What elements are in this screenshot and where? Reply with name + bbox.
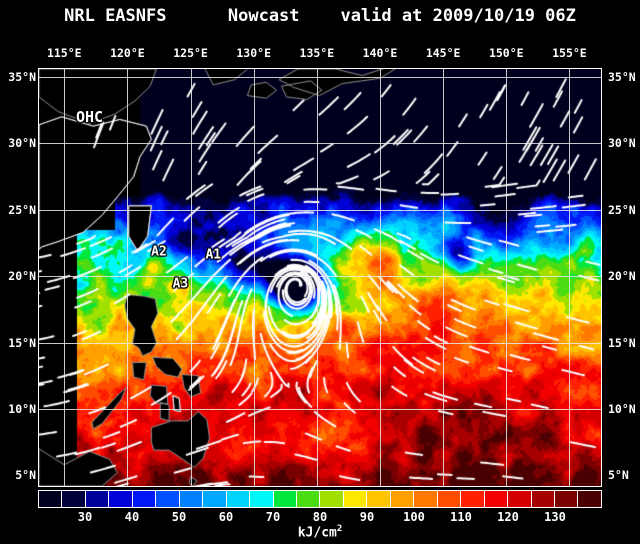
lat-tick-left-15: 15°N bbox=[8, 335, 36, 350]
lon-tick-135: 135°E bbox=[299, 46, 335, 60]
colorbar-tick-80: 80 bbox=[312, 510, 328, 524]
lat-tick-left-10: 10°N bbox=[8, 401, 36, 416]
lat-tick-left-25: 25°N bbox=[8, 202, 36, 217]
colorbar-cell-7[interactable] bbox=[203, 491, 227, 507]
lat-tick-right-20: 20°N bbox=[608, 269, 636, 284]
map-plot-area[interactable]: OHC A1 A2 A3 bbox=[38, 68, 602, 487]
colorbar[interactable] bbox=[38, 490, 602, 508]
lon-tick-155: 155°E bbox=[552, 46, 587, 60]
gridline-lon-155 bbox=[569, 69, 570, 486]
colorbar-tick-90: 90 bbox=[359, 510, 375, 524]
lon-tick-145: 145°E bbox=[425, 46, 461, 60]
colorbar-cell-13[interactable] bbox=[343, 491, 368, 507]
lat-tick-right-30: 30°N bbox=[608, 136, 636, 151]
lat-tick-right-5: 5°N bbox=[608, 468, 629, 483]
gridline-lon-140 bbox=[380, 69, 381, 486]
colorbar-cell-2[interactable] bbox=[85, 491, 110, 507]
gridline-lat-20 bbox=[39, 276, 601, 277]
gridline-lat-15 bbox=[39, 343, 601, 344]
page-title: NRL EASNFS Nowcast valid at 2009/10/19 0… bbox=[64, 6, 576, 26]
colorbar-cell-18[interactable] bbox=[461, 491, 485, 507]
lat-tick-right-25: 25°N bbox=[608, 202, 636, 217]
colorbar-tick-130: 130 bbox=[544, 510, 566, 524]
colorbar-tick-40: 40 bbox=[124, 510, 140, 524]
lon-tick-130: 130°E bbox=[236, 46, 271, 60]
gridline-lon-115 bbox=[64, 69, 65, 486]
colorbar-cell-1[interactable] bbox=[62, 491, 86, 507]
lat-tick-left-35: 35°N bbox=[8, 69, 36, 84]
ocean-heat-content-field bbox=[39, 69, 601, 486]
colorbar-tick-110: 110 bbox=[450, 510, 472, 524]
colorbar-cell-0[interactable] bbox=[39, 491, 63, 507]
lon-tick-120: 120°E bbox=[110, 46, 145, 60]
colorbar-cell-15[interactable] bbox=[390, 491, 415, 507]
gridline-lon-135 bbox=[317, 69, 318, 486]
colorbar-cell-21[interactable] bbox=[531, 491, 555, 507]
colorbar-cell-23[interactable] bbox=[578, 491, 601, 507]
gridline-lat-30 bbox=[39, 143, 601, 144]
lat-tick-right-15: 15°N bbox=[608, 335, 636, 350]
colorbar-cell-20[interactable] bbox=[508, 491, 532, 507]
lat-tick-right-35: 35°N bbox=[608, 69, 636, 84]
colorbar-tick-60: 60 bbox=[218, 510, 234, 524]
lat-tick-left-5: 5°N bbox=[15, 468, 36, 483]
colorbar-tick-100: 100 bbox=[403, 510, 425, 524]
lon-tick-150: 150°E bbox=[488, 46, 524, 60]
gridline-lon-125 bbox=[191, 69, 192, 486]
lat-tick-right-10: 10°N bbox=[608, 401, 636, 416]
gridline-lon-145 bbox=[443, 69, 444, 486]
lon-tick-115: 115°E bbox=[46, 46, 82, 60]
colorbar-cell-9[interactable] bbox=[250, 491, 274, 507]
gridline-lat-10 bbox=[39, 409, 601, 410]
map-annotation-a2: A2 bbox=[151, 244, 167, 260]
lon-tick-125: 125°E bbox=[173, 46, 208, 60]
gridline-lat-25 bbox=[39, 210, 601, 211]
colorbar-cell-3[interactable] bbox=[109, 491, 133, 507]
lat-tick-left-30: 30°N bbox=[8, 136, 36, 151]
colorbar-cell-17[interactable] bbox=[437, 491, 462, 507]
colorbar-cell-5[interactable] bbox=[156, 491, 180, 507]
gridline-lon-120 bbox=[127, 69, 128, 486]
colorbar-cell-12[interactable] bbox=[320, 491, 344, 507]
gridline-lon-130 bbox=[254, 69, 255, 486]
map-annotation-a3: A3 bbox=[172, 276, 189, 292]
gridline-lon-150 bbox=[506, 69, 507, 486]
colorbar-tick-30: 30 bbox=[77, 510, 93, 524]
colorbar-cell-10[interactable] bbox=[273, 491, 297, 507]
colorbar-cell-14[interactable] bbox=[367, 491, 391, 507]
colorbar-tick-50: 50 bbox=[171, 510, 187, 524]
colorbar-cell-8[interactable] bbox=[226, 491, 251, 507]
map-annotation-a1: A1 bbox=[205, 247, 222, 263]
colorbar-cell-4[interactable] bbox=[132, 491, 157, 507]
colorbar-tick-70: 70 bbox=[265, 510, 281, 524]
colorbar-tick-120: 120 bbox=[497, 510, 519, 524]
colorbar-cell-6[interactable] bbox=[179, 491, 204, 507]
colorbar-cell-22[interactable] bbox=[554, 491, 579, 507]
lon-tick-140: 140°E bbox=[362, 46, 398, 60]
colorbar-cell-11[interactable] bbox=[296, 491, 321, 507]
colorbar-cell-19[interactable] bbox=[484, 491, 509, 507]
gridline-lat-35 bbox=[39, 77, 601, 78]
colorbar-cell-16[interactable] bbox=[414, 491, 438, 507]
colorbar-units-label: kJ/cm2 bbox=[297, 524, 343, 541]
map-annotation-ohc: OHC bbox=[75, 107, 104, 126]
lat-tick-left-20: 20°N bbox=[8, 269, 36, 284]
